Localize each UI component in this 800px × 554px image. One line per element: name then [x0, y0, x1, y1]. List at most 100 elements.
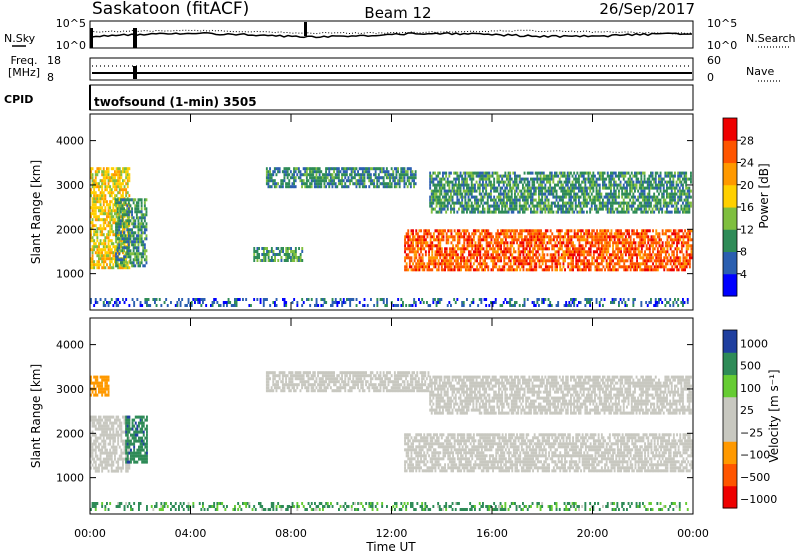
heatmap-cell	[275, 167, 278, 171]
heatmap-cell	[509, 247, 512, 251]
heatmap-cell	[423, 262, 426, 266]
heatmap-cell	[498, 207, 500, 211]
heatmap-cell	[586, 204, 588, 208]
heatmap-cell	[99, 263, 102, 267]
heatmap-cell	[542, 204, 545, 208]
heatmap-cell	[490, 195, 492, 199]
heatmap-cell	[453, 259, 456, 263]
heatmap-cell	[360, 176, 363, 180]
heatmap-cell	[614, 189, 617, 193]
heatmap-cell	[428, 262, 430, 266]
heatmap-cell	[574, 192, 577, 196]
heatmap-cell	[139, 261, 141, 265]
heatmap-cell	[626, 195, 628, 199]
heatmap-cell	[438, 207, 441, 211]
heatmap-cell	[400, 167, 403, 171]
heatmap-cell	[498, 232, 501, 236]
heatmap-cell	[93, 215, 96, 219]
heatmap-cell	[412, 232, 414, 236]
heatmap-cell	[666, 174, 668, 178]
heatmap-cell	[129, 234, 132, 238]
heatmap-cell	[517, 174, 520, 178]
heatmap-cell	[114, 260, 116, 264]
heatmap-cell	[680, 262, 683, 266]
heatmap-cell	[674, 174, 676, 178]
heatmap-cell	[511, 256, 514, 260]
heatmap-cell	[477, 186, 480, 190]
heatmap-cell	[143, 216, 146, 220]
heatmap-cell	[594, 198, 596, 202]
heatmap-cell	[462, 204, 465, 208]
heatmap-cell	[658, 177, 660, 181]
heatmap-cell	[614, 183, 617, 187]
heatmap-cell	[544, 229, 547, 233]
heatmap-cell	[430, 210, 433, 214]
heatmap-cell	[352, 170, 355, 174]
heatmap-cell	[634, 201, 636, 205]
heatmap-cell	[608, 198, 611, 202]
heatmap-cell	[439, 262, 442, 266]
heatmap-cell	[488, 195, 491, 199]
heatmap-cell	[412, 247, 414, 251]
heatmap-cell	[648, 229, 651, 233]
heatmap-cell	[686, 201, 689, 205]
heatmap-cell	[574, 183, 577, 187]
heatmap-cell	[527, 241, 530, 245]
heatmap-cell	[565, 250, 568, 254]
heatmap-cell	[575, 247, 578, 251]
heatmap-cell	[536, 174, 539, 178]
heatmap-cell	[291, 182, 294, 186]
heatmap-cell	[115, 231, 117, 235]
heatmap-cell	[416, 232, 419, 236]
heatmap-cell	[405, 268, 408, 272]
heatmap-cell	[90, 260, 92, 264]
heatmap-cell	[578, 238, 581, 242]
heatmap-cell	[602, 232, 605, 236]
heatmap-cell	[275, 253, 278, 256]
heatmap-cell	[109, 257, 112, 261]
heatmap-cell	[336, 170, 339, 174]
heatmap-cell	[602, 244, 605, 248]
heatmap-cell	[455, 259, 458, 263]
heatmap-cell	[147, 298, 150, 301]
heatmap-cell	[588, 265, 590, 269]
heatmap-cell	[522, 244, 525, 248]
heatmap-cell	[512, 229, 515, 233]
heatmap-cell	[653, 241, 656, 245]
heatmap-cell	[485, 265, 488, 269]
heatmap-cell	[142, 243, 145, 247]
heatmap-cell	[126, 207, 129, 211]
heatmap-cell	[579, 207, 582, 211]
heatmap-cell	[517, 265, 520, 269]
heatmap-cell	[670, 195, 673, 199]
heatmap-cell	[622, 177, 625, 181]
heatmap-cell	[104, 242, 107, 246]
heatmap-cell	[511, 253, 514, 257]
heatmap-cell	[286, 167, 289, 171]
heatmap-cell	[469, 174, 472, 178]
heatmap-cell	[490, 192, 492, 196]
heatmap-cell	[487, 235, 490, 239]
heatmap-cell	[550, 207, 553, 211]
heatmap-cell	[109, 188, 112, 192]
heatmap-cell	[443, 201, 446, 205]
heatmap-cell	[445, 241, 448, 245]
heatmap-cell	[560, 204, 563, 208]
heatmap-cell	[445, 232, 448, 236]
heatmap-cell	[491, 183, 494, 187]
heatmap-cell	[560, 171, 563, 175]
heatmap-cell	[290, 247, 292, 250]
heatmap-cell	[632, 198, 635, 202]
heatmap-cell	[531, 195, 534, 199]
heatmap-cell	[674, 201, 676, 205]
heatmap-cell	[615, 241, 618, 245]
heatmap-cell	[610, 180, 612, 184]
heatmap-cell	[610, 268, 613, 272]
heatmap-cell	[590, 198, 593, 202]
heatmap-cell	[115, 204, 117, 208]
heatmap-cell	[137, 222, 140, 226]
heatmap-cell	[628, 241, 630, 245]
heatmap-cell	[568, 256, 571, 260]
heatmap-cell	[514, 192, 516, 196]
heatmap-cell	[638, 201, 641, 205]
